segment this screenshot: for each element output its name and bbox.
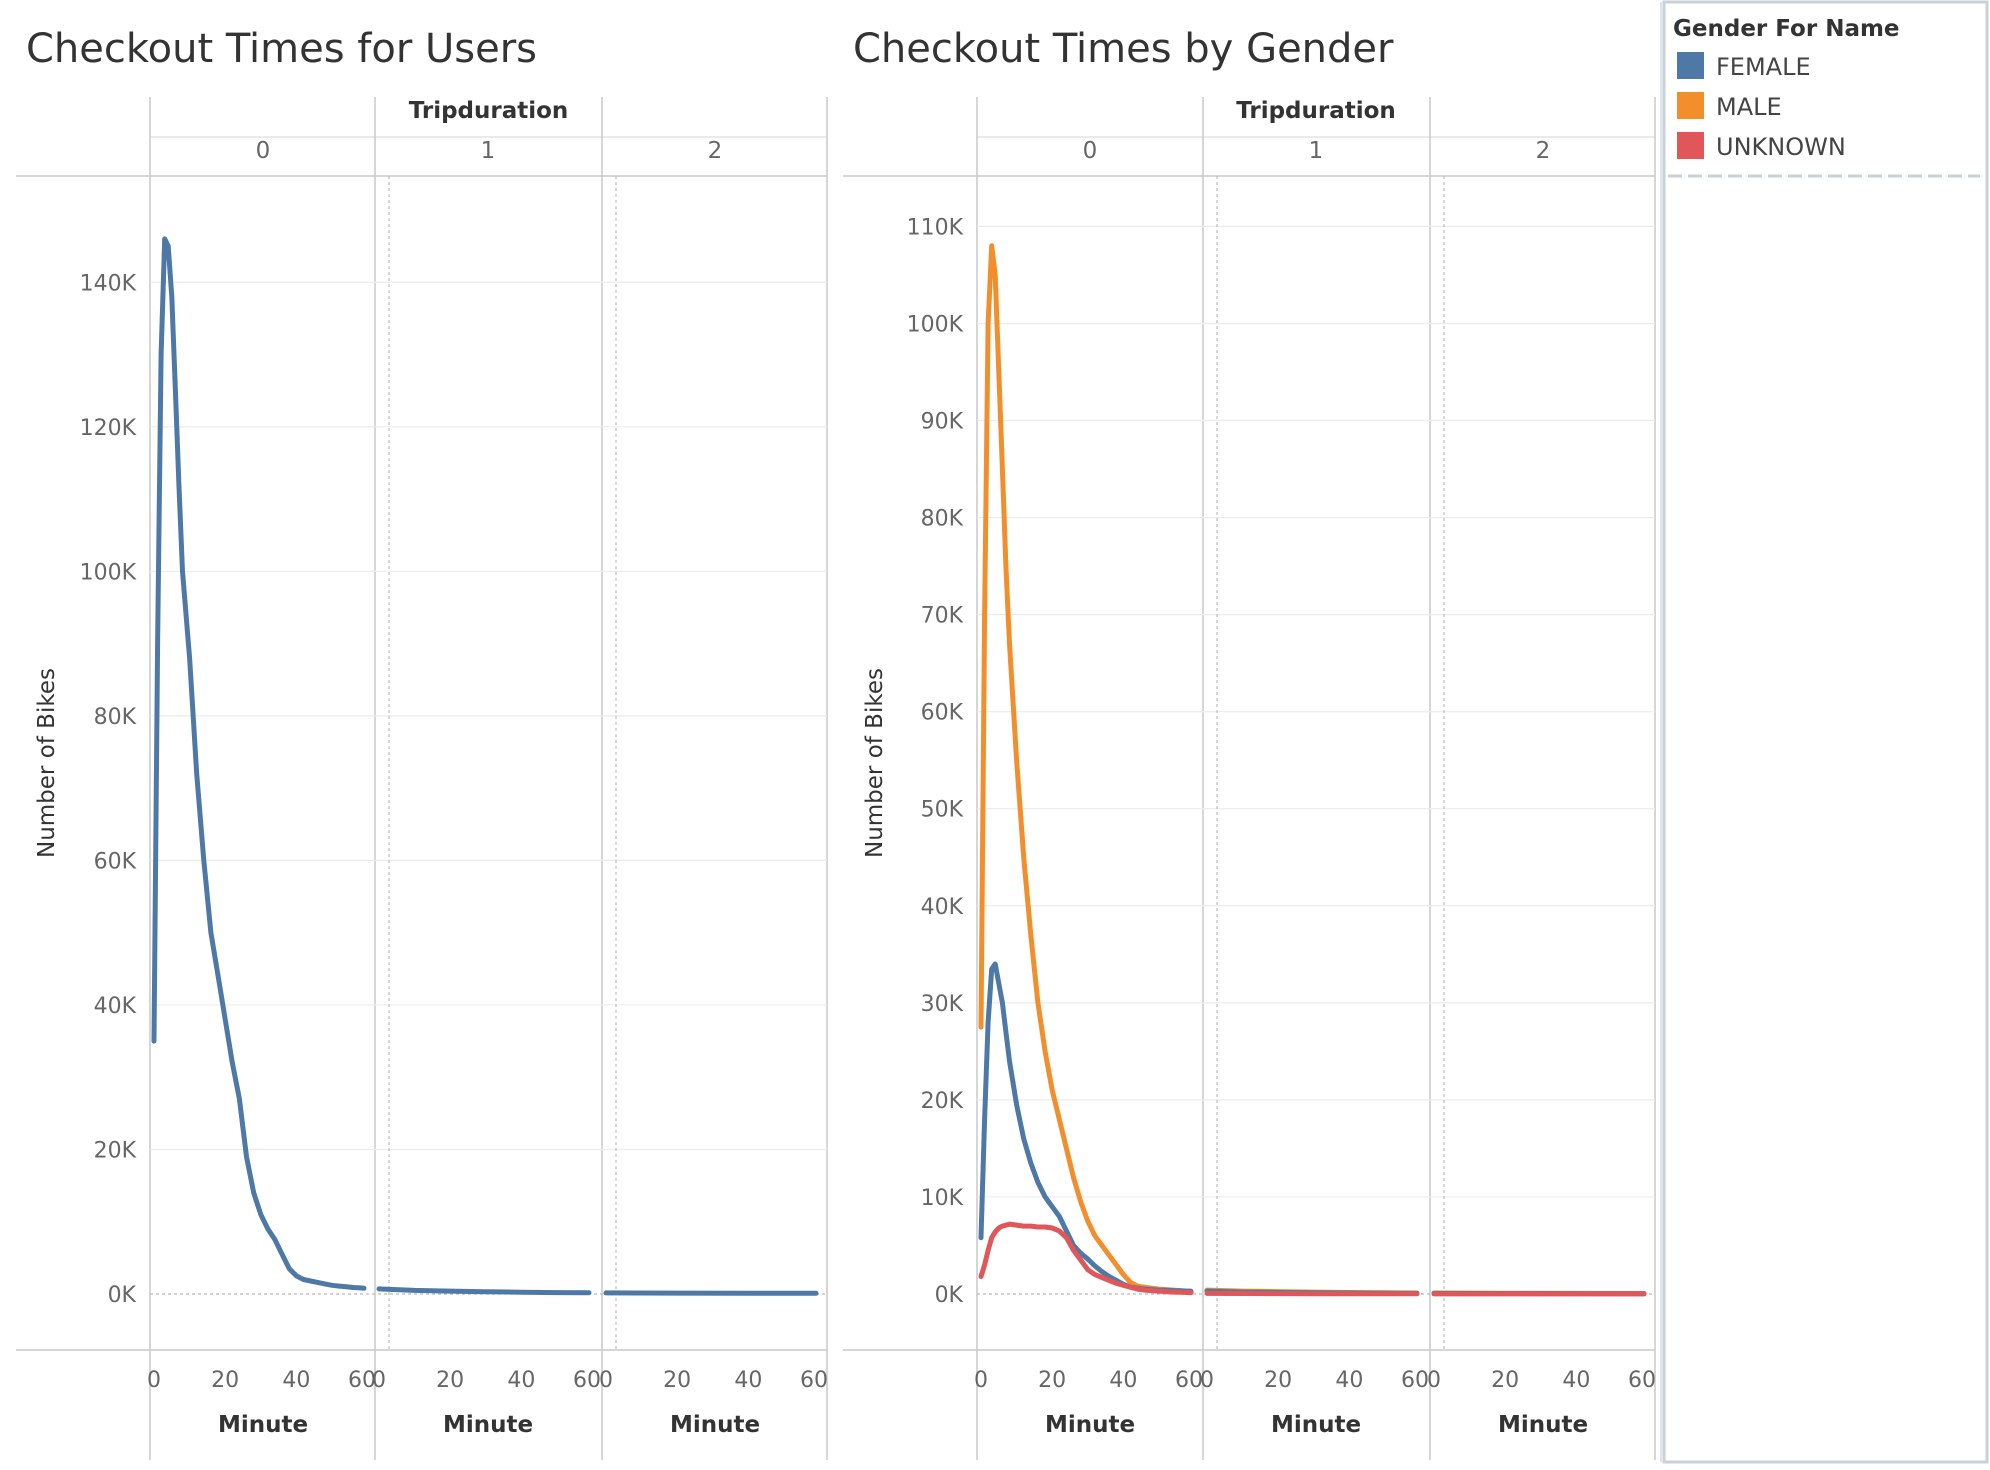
- legend-swatch-male[interactable]: [1677, 92, 1704, 119]
- x-tick-label: 0: [147, 1368, 161, 1393]
- x-tick-label: 40: [282, 1368, 310, 1393]
- x-tick-label: 0: [974, 1368, 988, 1393]
- panel-header-2: 2: [708, 138, 723, 164]
- x-tick-label: 20: [663, 1368, 691, 1393]
- y-tick-label: 0K: [108, 1283, 137, 1308]
- y-axis-title: Number of Bikes: [862, 668, 888, 858]
- panel-header-0: 0: [1083, 138, 1098, 164]
- column-header-label: Tripduration: [1236, 98, 1396, 124]
- x-tick-label: 0: [372, 1368, 386, 1393]
- series-line-users-panel-0[interactable]: [154, 239, 364, 1288]
- x-tick-label: 0: [599, 1368, 613, 1393]
- y-tick-label: 110K: [907, 215, 964, 240]
- series-line-female-panel-0[interactable]: [981, 964, 1191, 1291]
- y-tick-label: 60K: [921, 701, 964, 726]
- y-tick-label: 120K: [80, 416, 137, 441]
- x-tick-label: 20: [436, 1368, 464, 1393]
- x-tick-label: 20: [1491, 1368, 1519, 1393]
- legend-frame: [1664, 2, 1987, 1462]
- y-tick-label: 40K: [94, 994, 137, 1019]
- x-tick-label: 60: [800, 1368, 828, 1393]
- series-line-male-panel-0[interactable]: [981, 246, 1191, 1292]
- legend-label-unknown[interactable]: UNKNOWN: [1716, 133, 1846, 161]
- y-tick-label: 30K: [921, 992, 964, 1017]
- chart-title: Checkout Times by Gender: [853, 26, 1394, 72]
- chart-title: Checkout Times for Users: [26, 26, 537, 72]
- legend-swatch-female[interactable]: [1677, 52, 1704, 79]
- legend-panel[interactable]: Gender For Name FEMALE MALE UNKNOWN: [1661, 2, 1987, 1462]
- panel-header-0: 0: [256, 138, 271, 164]
- y-tick-label: 100K: [80, 560, 137, 585]
- x-axis-title: Minute: [443, 1412, 533, 1438]
- y-tick-label: 10K: [921, 1186, 964, 1211]
- x-tick-label: 20: [1264, 1368, 1292, 1393]
- x-tick-label: 40: [734, 1368, 762, 1393]
- y-tick-label: 40K: [921, 895, 964, 920]
- y-tick-label: 80K: [94, 705, 137, 730]
- x-tick-label: 60: [573, 1368, 601, 1393]
- y-tick-label: 20K: [921, 1089, 964, 1114]
- x-tick-label: 40: [1109, 1368, 1137, 1393]
- panel-header-2: 2: [1536, 138, 1551, 164]
- x-axis-title: Minute: [1498, 1412, 1588, 1438]
- y-tick-label: 90K: [921, 410, 964, 435]
- y-tick-label: 0K: [935, 1283, 964, 1308]
- x-tick-label: 40: [1562, 1368, 1590, 1393]
- legend-label-male[interactable]: MALE: [1716, 93, 1782, 121]
- y-tick-label: 70K: [921, 604, 964, 629]
- y-tick-label: 50K: [921, 798, 964, 823]
- x-tick-label: 0: [1427, 1368, 1441, 1393]
- x-axis-title: Minute: [670, 1412, 760, 1438]
- x-axis-title: Minute: [1045, 1412, 1135, 1438]
- y-axis-title: Number of Bikes: [34, 668, 60, 858]
- x-tick-label: 0: [1200, 1368, 1214, 1393]
- x-tick-label: 40: [1335, 1368, 1363, 1393]
- x-tick-label: 20: [211, 1368, 239, 1393]
- column-header-label: Tripduration: [409, 98, 569, 124]
- y-tick-label: 60K: [94, 849, 137, 874]
- legend-label-female[interactable]: FEMALE: [1716, 53, 1811, 81]
- x-tick-label: 40: [507, 1368, 535, 1393]
- y-tick-label: 80K: [921, 507, 964, 532]
- series-line-users-panel-1[interactable]: [379, 1289, 589, 1293]
- panel-header-1: 1: [481, 138, 496, 164]
- x-tick-label: 60: [1401, 1368, 1429, 1393]
- x-tick-label: 20: [1038, 1368, 1066, 1393]
- legend-swatch-unknown[interactable]: [1677, 132, 1704, 159]
- x-axis-title: Minute: [1271, 1412, 1361, 1438]
- y-tick-label: 140K: [80, 271, 137, 296]
- y-tick-label: 100K: [907, 312, 964, 337]
- panel-header-1: 1: [1309, 138, 1324, 164]
- x-axis-title: Minute: [218, 1412, 308, 1438]
- x-tick-label: 60: [1628, 1368, 1656, 1393]
- legend-title: Gender For Name: [1673, 16, 1900, 42]
- x-tick-label: 60: [1175, 1368, 1203, 1393]
- y-tick-label: 20K: [94, 1138, 137, 1163]
